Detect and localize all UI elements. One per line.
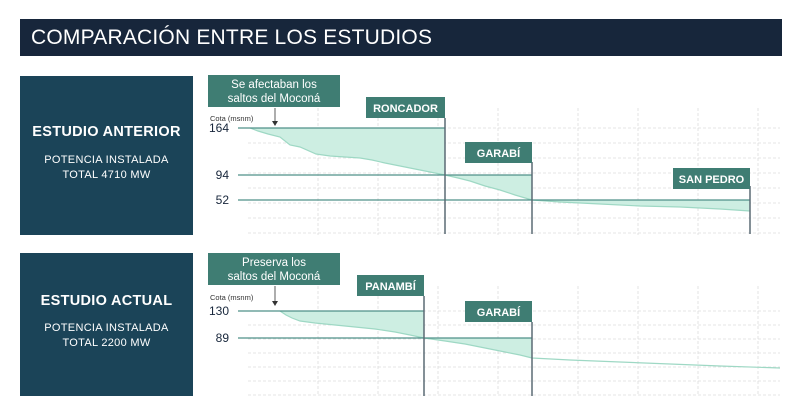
dam-label-bg-garabi-actual (465, 301, 532, 322)
callout-bg-anterior (208, 75, 340, 107)
cota-label-actual: Cota (msnm) (210, 293, 254, 302)
reservoir-garabi-actual (424, 338, 532, 358)
level-label-164: 164 (209, 121, 229, 135)
panel-subtitle-actual-1: POTENCIA INSTALADA (44, 322, 169, 334)
callout-anterior-line2: saltos del Moconá (228, 93, 321, 105)
panel-estudio-actual: ESTUDIO ACTUAL POTENCIA INSTALADA TOTAL … (20, 253, 193, 396)
dam-label-bg-roncador (366, 97, 445, 118)
panel-subtitle-anterior-2: TOTAL 4710 MW (62, 169, 151, 181)
panel-subtitle-anterior-1: POTENCIA INSTALADA (44, 154, 169, 166)
callout-actual-line1: Preserva los (242, 257, 306, 269)
callout-anterior-line1: Se afectaban los (231, 79, 317, 91)
callout-bg-actual (208, 253, 340, 285)
level-label-89: 89 (216, 331, 230, 345)
reservoir-panambi (280, 311, 424, 338)
dam-label-bg-garabi-anterior (465, 142, 532, 163)
page-title: COMPARACIÓN ENTRE LOS ESTUDIOS (31, 26, 433, 49)
level-label-52: 52 (216, 193, 230, 207)
dam-label-roncador: RONCADOR (373, 103, 438, 115)
dam-label-bg-san-pedro (673, 168, 750, 189)
dam-label-san-pedro: SAN PEDRO (679, 174, 745, 186)
reservoir-garabi-anterior (445, 175, 532, 200)
callout-actual-line2: saltos del Moconá (228, 271, 321, 283)
panel-subtitle-actual-2: TOTAL 2200 MW (62, 337, 151, 349)
callout-arrowhead-actual (272, 301, 278, 306)
panel-title-anterior: ESTUDIO ANTERIOR (32, 124, 181, 140)
cota-label-anterior: Cota (msnm) (210, 114, 254, 123)
dam-label-garabi-actual: GARABÍ (477, 306, 521, 319)
river-profile-anterior (249, 127, 751, 212)
dam-label-bg-panambi (357, 275, 424, 296)
panel-estudio-anterior: ESTUDIO ANTERIOR POTENCIA INSTALADA TOTA… (20, 76, 193, 235)
level-label-94: 94 (216, 168, 230, 182)
callout-arrowhead-anterior (272, 121, 278, 126)
panel-title-actual: ESTUDIO ACTUAL (40, 293, 173, 309)
reservoir-roncador (250, 128, 445, 175)
dam-label-panambi: PANAMBÍ (365, 280, 416, 293)
level-label-130: 130 (209, 304, 229, 318)
header-bar: COMPARACIÓN ENTRE LOS ESTUDIOS (20, 19, 782, 56)
river-profile-actual (279, 310, 781, 369)
dam-label-garabi-anterior: GARABÍ (477, 147, 521, 160)
